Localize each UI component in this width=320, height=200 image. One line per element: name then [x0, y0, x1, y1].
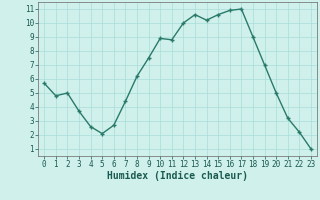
- X-axis label: Humidex (Indice chaleur): Humidex (Indice chaleur): [107, 171, 248, 181]
